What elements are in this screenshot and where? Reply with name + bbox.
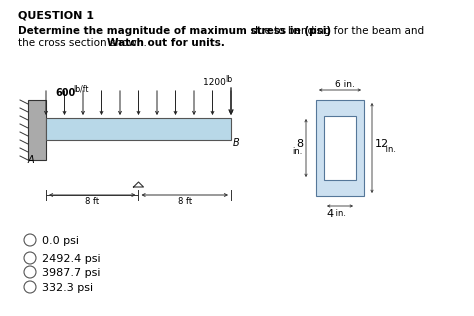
Bar	[324, 116, 356, 180]
Text: 4: 4	[326, 209, 333, 219]
Text: in.: in.	[383, 145, 396, 155]
Text: 6 in.: 6 in.	[335, 80, 355, 89]
Bar	[316, 100, 364, 196]
Text: Watch out for units.: Watch out for units.	[107, 38, 225, 48]
Text: the cross section shown.: the cross section shown.	[18, 38, 150, 48]
Text: 12: 12	[375, 139, 389, 149]
Text: due to bending for the beam and: due to bending for the beam and	[248, 26, 424, 36]
Text: lb: lb	[225, 75, 232, 84]
Text: 0.0 psi: 0.0 psi	[42, 236, 79, 246]
Text: Determine the magnitude of maximum stress in (psi): Determine the magnitude of maximum stres…	[18, 26, 331, 36]
Text: B: B	[233, 138, 240, 148]
Text: 600: 600	[55, 88, 75, 98]
Text: 8 ft: 8 ft	[85, 197, 100, 206]
Text: 332.3 psi: 332.3 psi	[42, 283, 93, 293]
Text: in.: in.	[333, 209, 346, 218]
Text: 2492.4 psi: 2492.4 psi	[42, 254, 100, 264]
Text: in.: in.	[292, 148, 303, 156]
Text: 8 ft: 8 ft	[178, 197, 192, 206]
Bar	[28, 100, 46, 160]
Text: 1200: 1200	[203, 78, 229, 87]
Text: QUESTION 1: QUESTION 1	[18, 10, 94, 20]
Text: A: A	[28, 155, 35, 165]
Bar	[46, 118, 231, 140]
Text: 8: 8	[296, 139, 303, 149]
Text: 3987.7 psi: 3987.7 psi	[42, 268, 100, 278]
Text: lb/ft: lb/ft	[73, 85, 89, 94]
